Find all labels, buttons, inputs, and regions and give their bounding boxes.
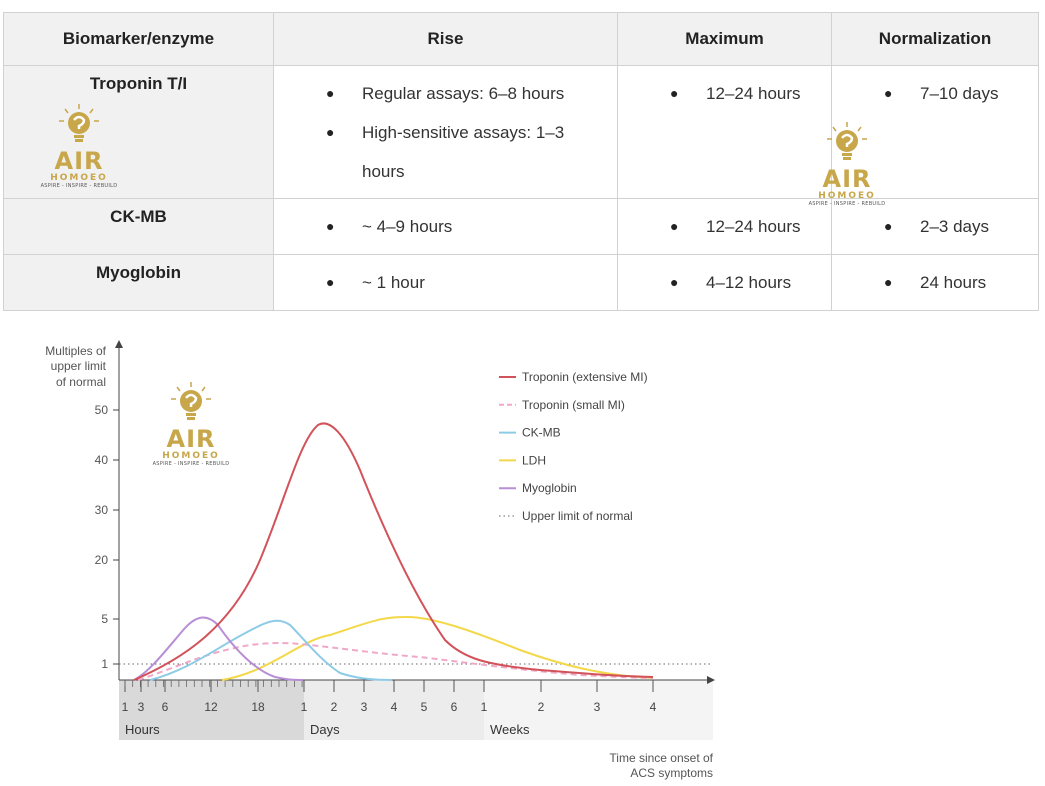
table-row: Troponin T/I Regular assays: 6–8 hours H…	[3, 65, 1039, 199]
header-normalization: Normalization	[831, 12, 1039, 66]
logo-sub: HOMOEO	[818, 191, 876, 201]
x-tick-label: 1	[481, 700, 488, 714]
legend-label: CK-MB	[522, 426, 561, 440]
x-tick-label: 6	[162, 700, 169, 714]
x-tick-label: 18	[251, 700, 265, 714]
logo-tagline: ASPIRE - INSPIRE - REBUILD	[808, 201, 886, 207]
y-axis-label-line-3: of normal	[56, 375, 106, 389]
y-tick-label: 50	[95, 403, 109, 417]
ckmb-curve	[149, 619, 393, 681]
y-tick-label: 30	[95, 503, 109, 517]
x-tick-label: 1	[122, 700, 129, 714]
minor-ticks	[124, 680, 303, 687]
header-maximum: Maximum	[617, 12, 832, 66]
chart-legend: Troponin (extensive MI) Troponin (small M…	[499, 370, 648, 523]
header-biomarker: Biomarker/enzyme	[3, 12, 274, 66]
x-group-label-hours: Hours	[125, 722, 160, 737]
rise-list: ~ 1 hour	[274, 255, 617, 302]
lightbulb-icon	[171, 382, 211, 420]
y-tick-label: 1	[101, 657, 108, 671]
logo-brand: AIR	[54, 147, 104, 175]
rise-list: Regular assays: 6–8 hours High-sensitive…	[274, 66, 617, 191]
list-item: ~ 1 hour	[274, 263, 617, 302]
biomarker-chart: Multiples of upper limit of normal 50 40 3…	[45, 340, 715, 780]
x-axis-label-line-2: ACS symptoms	[630, 766, 713, 780]
logo-sub: HOMOEO	[50, 173, 108, 183]
row-name: Troponin T/I	[3, 65, 274, 199]
y-axis-arrow	[115, 340, 123, 348]
list-item: 4–12 hours	[618, 263, 831, 302]
y-tick-label: 5	[101, 612, 108, 626]
normalization-list: 7–10 days	[832, 66, 1038, 113]
table-row: Myoglobin ~ 1 hour 4–12 hours 24 hours	[3, 254, 1039, 311]
x-tick-label: 5	[421, 700, 428, 714]
legend-label: Troponin (small MI)	[522, 398, 625, 412]
normalization-list: 24 hours	[832, 255, 1038, 302]
ldh-curve	[221, 615, 654, 681]
troponin-small-curve	[137, 642, 654, 681]
x-ticks: 1 3 6 12 18 1 2 3 4 5 6 1 2 3 4	[122, 680, 657, 714]
legend-label: LDH	[522, 453, 546, 467]
x-tick-label: 4	[650, 700, 657, 714]
x-tick-label: 3	[138, 700, 145, 714]
y-axis-label-line-2: upper limit	[51, 359, 107, 373]
watermark-logo: AIR HOMOEO ASPIRE - INSPIRE - REBUILD	[150, 382, 232, 467]
watermark-logo: AIR HOMOEO ASPIRE - INSPIRE - REBUILD	[808, 122, 886, 207]
x-tick-label: 12	[204, 700, 218, 714]
lightbulb-icon	[59, 104, 99, 142]
legend-label: Troponin (extensive MI)	[522, 370, 648, 384]
normalization-list: 2–3 days	[832, 199, 1038, 246]
maximum-list: 12–24 hours	[618, 66, 831, 113]
y-ticks: 50 40 30 20 5 1	[95, 403, 119, 671]
list-item: 12–24 hours	[618, 207, 831, 246]
logo-brand: AIR	[822, 165, 872, 193]
x-group-label-weeks: Weeks	[490, 722, 530, 737]
x-tick-label: 6	[451, 700, 458, 714]
x-axis-label-line-1: Time since onset of	[609, 751, 713, 765]
list-item: Regular assays: 6–8 hours	[274, 74, 617, 113]
legend-label: Upper limit of normal	[522, 509, 633, 523]
logo-tagline: ASPIRE - INSPIRE - REBUILD	[152, 461, 230, 467]
x-axis-arrow	[707, 676, 715, 684]
x-tick-label: 2	[538, 700, 545, 714]
header-rise: Rise	[273, 12, 618, 66]
legend-label: Myoglobin	[522, 481, 577, 495]
logo-brand: AIR	[166, 425, 216, 453]
y-tick-label: 20	[95, 553, 109, 567]
x-group-label-days: Days	[310, 722, 340, 737]
biomarker-table: Biomarker/enzyme Rise Maximum Normalizat…	[3, 12, 1039, 311]
y-axis-label-line-1: Multiples of	[45, 344, 106, 358]
list-item: 24 hours	[832, 263, 1038, 302]
row-name: Myoglobin	[3, 254, 274, 311]
lightbulb-icon	[827, 122, 867, 160]
y-tick-label: 40	[95, 453, 109, 467]
weeks-band	[484, 680, 713, 740]
logo-sub: HOMOEO	[162, 451, 220, 461]
x-tick-label: 2	[331, 700, 338, 714]
list-item: High-sensitive assays: 1–3 hours	[274, 113, 617, 191]
maximum-list: 12–24 hours	[618, 199, 831, 246]
x-tick-label: 1	[301, 700, 308, 714]
maximum-list: 4–12 hours	[618, 255, 831, 302]
table-row: CK-MB ~ 4–9 hours 12–24 hours 2–3 days	[3, 198, 1039, 255]
list-item: 12–24 hours	[618, 74, 831, 113]
list-item: ~ 4–9 hours	[274, 207, 617, 246]
watermark-logo: AIR HOMOEO ASPIRE - INSPIRE - REBUILD	[40, 104, 118, 189]
list-item: 7–10 days	[832, 74, 1038, 113]
x-tick-label: 4	[391, 700, 398, 714]
rise-list: ~ 4–9 hours	[274, 199, 617, 246]
logo-tagline: ASPIRE - INSPIRE - REBUILD	[40, 183, 118, 189]
x-tick-label: 3	[361, 700, 368, 714]
troponin-extensive-curve	[133, 422, 654, 681]
row-name: CK-MB	[3, 198, 274, 255]
table-header-row: Biomarker/enzyme Rise Maximum Normalizat…	[3, 12, 1039, 66]
list-item: 2–3 days	[832, 207, 1038, 246]
x-tick-label: 3	[594, 700, 601, 714]
